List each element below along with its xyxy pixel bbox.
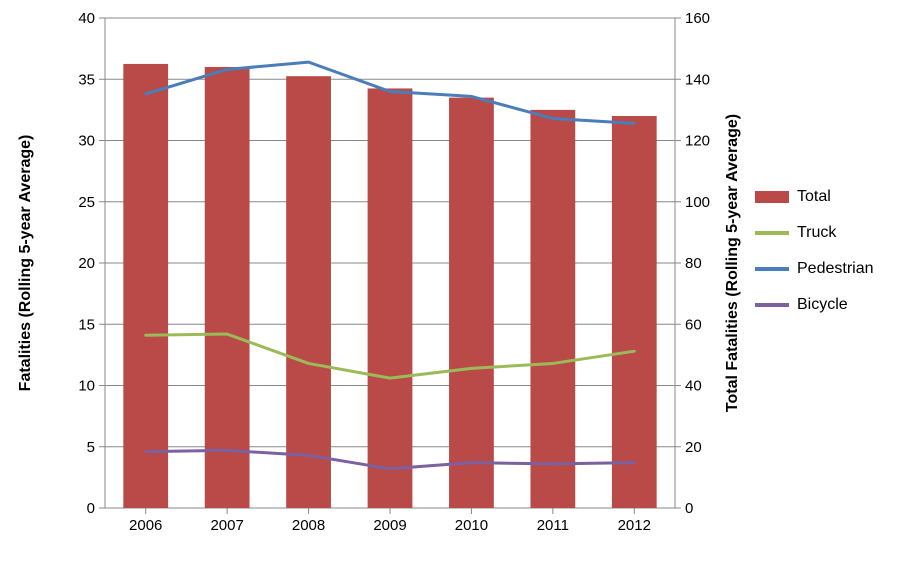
bar-total: [368, 88, 413, 508]
x-tick-label: 2011: [537, 517, 569, 534]
left-tick-label: 5: [87, 439, 95, 456]
legend-swatch-total: [755, 191, 789, 203]
legend-label: Bicycle: [797, 296, 848, 314]
right-tick-label: 120: [685, 133, 710, 150]
legend-item-truck: Truck: [755, 224, 874, 242]
left-tick-label: 15: [78, 316, 95, 333]
bar-total: [530, 110, 575, 508]
legend-item-pedestrian: Pedestrian: [755, 260, 874, 278]
right-tick-label: 160: [685, 10, 710, 27]
legend-item-bicycle: Bicycle: [755, 296, 874, 314]
right-axis-title: Total Fatalities (Rolling 5-year Average…: [724, 114, 741, 412]
legend-item-total: Total: [755, 188, 874, 206]
right-tick-label: 20: [685, 439, 702, 456]
left-tick-label: 35: [78, 71, 95, 88]
left-tick-label: 30: [78, 133, 95, 150]
right-tick-label: 60: [685, 316, 702, 333]
right-tick-label: 100: [685, 194, 710, 211]
legend-label: Pedestrian: [797, 260, 874, 278]
legend-label: Total: [797, 188, 831, 206]
left-tick-label: 20: [78, 255, 95, 272]
left-axis-title: Fatalities (Rolling 5-year Average): [17, 135, 34, 392]
legend-swatch-bicycle: [755, 303, 789, 307]
chart-container: 0 5 10 15 20 25 30 35 40 0 20 40 60 80 100 120 140 160 2…: [0, 0, 900, 567]
x-tick-label: 2012: [618, 517, 651, 534]
x-tick-label: 2008: [292, 517, 325, 534]
right-tick-label: 140: [685, 71, 710, 88]
legend: Total Truck Pedestrian Bicycle: [755, 188, 874, 332]
x-tick-label: 2007: [210, 517, 243, 534]
left-tick-label: 40: [78, 10, 95, 27]
bar-total: [123, 64, 168, 508]
legend-swatch-truck: [755, 231, 789, 235]
left-tick-label: 0: [87, 500, 95, 517]
right-tick-label: 80: [685, 255, 702, 272]
right-tick-label: 40: [685, 378, 702, 395]
legend-swatch-pedestrian: [755, 267, 789, 271]
bar-total: [205, 67, 250, 508]
left-tick-label: 25: [78, 194, 95, 211]
bar-total: [286, 76, 331, 508]
right-tick-label: 0: [685, 500, 693, 517]
bar-total: [612, 116, 657, 508]
x-tick-label: 2006: [129, 517, 162, 534]
legend-label: Truck: [797, 224, 836, 242]
x-tick-label: 2010: [455, 517, 488, 534]
x-tick-label: 2009: [373, 517, 406, 534]
bar-total: [449, 98, 494, 508]
left-tick-label: 10: [78, 378, 95, 395]
